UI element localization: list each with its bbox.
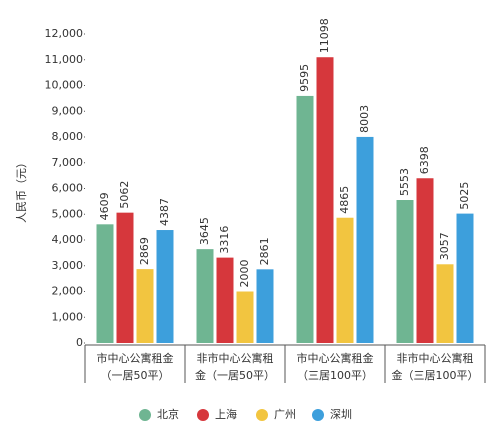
value-label: 3057 <box>438 232 451 260</box>
bar <box>116 212 134 343</box>
bar <box>256 269 274 343</box>
y-tick-label: 6,000 <box>52 182 84 195</box>
value-label: 5062 <box>118 181 131 209</box>
legend-marker <box>256 409 268 421</box>
bar <box>196 249 214 343</box>
value-label: 4865 <box>338 186 351 214</box>
bar <box>296 95 314 344</box>
y-tick-label: 1,000 <box>52 310 84 323</box>
x-tick-label: 市中心公寓租金 <box>297 351 374 365</box>
bar <box>156 230 174 343</box>
value-label: 2000 <box>238 260 251 288</box>
legend-marker <box>197 409 209 421</box>
value-label: 2869 <box>138 237 151 265</box>
bar <box>136 269 154 343</box>
value-label: 3316 <box>218 226 231 254</box>
y-tick-label: 0 <box>76 336 83 349</box>
legend-label: 北京 <box>157 407 179 421</box>
value-label: 8003 <box>358 105 371 133</box>
y-tick-label: 4,000 <box>52 233 84 246</box>
value-label: 4609 <box>98 192 111 220</box>
x-tick-label: 金（一居50平） <box>195 368 275 382</box>
value-label: 4387 <box>158 198 171 226</box>
x-tick-label: 非市中心公寓租 <box>397 351 474 365</box>
y-tick-label: 10,000 <box>45 79 84 92</box>
y-tick-label: 8,000 <box>52 130 84 143</box>
bar <box>336 217 354 343</box>
y-tick-label: 3,000 <box>52 259 84 272</box>
bar <box>396 200 414 343</box>
legend-label: 深圳 <box>330 408 352 421</box>
value-label: 11098 <box>318 18 331 53</box>
x-tick-label: 金（三居100平） <box>392 368 479 382</box>
y-tick-label: 7,000 <box>52 156 84 169</box>
bar <box>456 213 474 343</box>
x-tick-label: 非市中心公寓租 <box>197 351 274 365</box>
legend-marker <box>312 409 324 421</box>
value-label: 2861 <box>258 237 271 265</box>
value-label: 9595 <box>298 64 311 92</box>
legend-marker <box>139 409 151 421</box>
bar <box>416 178 434 343</box>
y-tick-label: 5,000 <box>52 207 84 220</box>
value-label: 5553 <box>398 168 411 196</box>
bar <box>216 257 234 343</box>
legend-label: 广州 <box>274 408 296 421</box>
x-tick-label: （一居50平） <box>101 369 170 382</box>
y-axis-label: 人民币（元） <box>15 157 28 223</box>
x-tick-label: 市中心公寓租金 <box>97 351 174 365</box>
bar <box>96 224 114 343</box>
y-tick-label: 2,000 <box>52 285 84 298</box>
bar <box>316 57 334 343</box>
legend-label: 上海 <box>215 407 237 421</box>
y-tick-label: 11,000 <box>45 53 84 66</box>
y-tick-label: 9,000 <box>52 104 84 117</box>
y-tick-label: 12,000 <box>45 27 84 40</box>
bar <box>436 264 454 343</box>
x-tick-label: （三居100平） <box>297 369 373 382</box>
bar <box>356 136 374 343</box>
value-label: 6398 <box>418 146 431 174</box>
value-label: 5025 <box>458 182 471 210</box>
value-label: 3645 <box>198 217 211 245</box>
bar <box>236 291 254 343</box>
